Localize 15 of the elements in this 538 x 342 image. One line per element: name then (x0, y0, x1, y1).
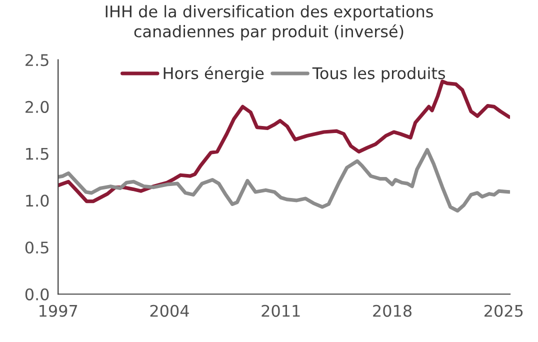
line-series (58, 148, 510, 213)
x-tick-label: 1997 (40, 304, 78, 317)
x-tick-label: 2025 (484, 304, 523, 317)
x-tick-label: 2004 (150, 304, 189, 317)
legend-label: Hors énergie (164, 66, 264, 82)
x-tick-label: 2011 (262, 304, 300, 317)
legend-label: Tous les produits (312, 66, 446, 82)
y-tick-label: 0.0 (25, 288, 49, 300)
y-tick-label: 1.0 (26, 194, 49, 207)
y-tick-label: 1.5 (26, 148, 48, 160)
y-tick-label: 2.0 (26, 100, 49, 113)
chart-title: IHH de la diversification des exportations canadiennes par produit (inversé) (106, 5, 433, 41)
y-tick-label: 0.5 (25, 241, 48, 254)
x-tick-label: 2018 (373, 304, 412, 317)
y-tick-label: 2.5 (26, 54, 48, 66)
